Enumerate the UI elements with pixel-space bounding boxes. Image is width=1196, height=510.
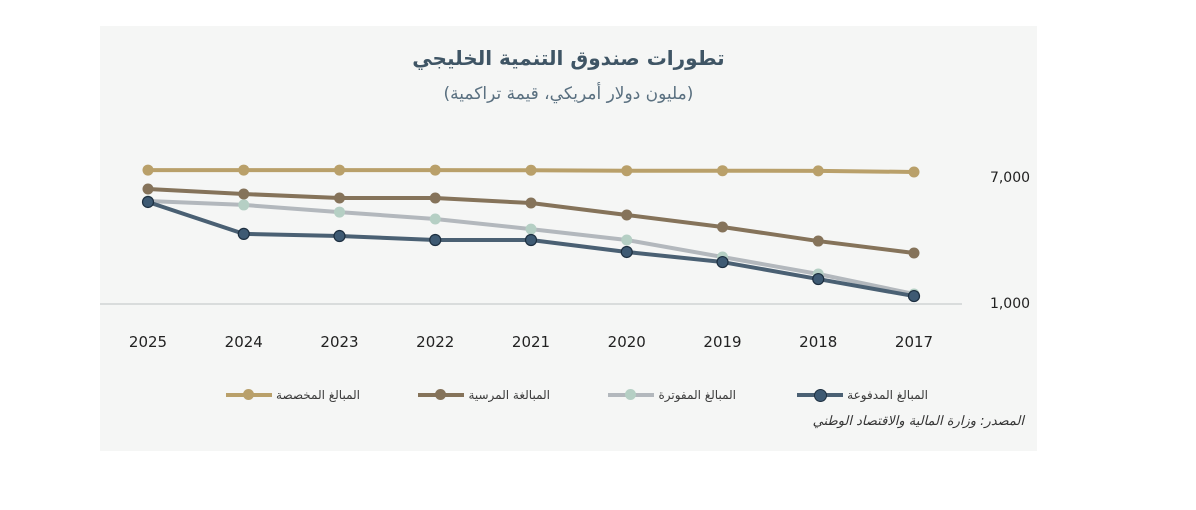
legend-label: المبالغة المرسية [468,388,550,402]
data-point [717,165,728,177]
data-point [525,197,537,209]
data-point [238,188,250,200]
data-point [333,229,346,243]
data-point [621,234,633,246]
data-point [429,192,441,204]
x-tick-label: 2020 [608,333,646,351]
series-line [147,198,915,296]
data-point [334,164,345,176]
data-point [142,183,154,195]
data-point [621,209,633,221]
data-point [716,255,729,269]
legend-label: المبالغ المفوترة [658,388,736,402]
data-point [237,227,250,241]
x-tick-label: 2025 [129,333,167,351]
chart-panel [100,26,1037,451]
y-tick-label: 7,000 [990,170,1030,186]
legend-item: المبالغ المخصصة [226,388,360,402]
data-point [429,233,442,247]
x-tick-label: 2024 [225,333,263,351]
legend-label: المبالغ المدفوعة [847,388,928,402]
chart-title: تطورات صندوق التنمية الخليجي [412,46,725,70]
data-point [812,165,824,177]
data-point [908,166,920,178]
chart-subtitle: (مليون دولار أمريكي، قيمة تراكمية) [443,84,694,104]
data-point [717,221,728,233]
data-point [525,223,537,235]
data-point [429,213,441,225]
x-tick-label: 2019 [703,333,741,351]
x-tick-label: 2023 [320,333,358,351]
y-tick-label: 1,000 [990,296,1030,312]
data-point [429,164,441,176]
data-point [238,199,250,211]
legend-item: المبالغ المدفوعة [797,388,928,402]
data-point [334,206,345,218]
data-point [812,235,824,247]
data-point [334,192,345,204]
data-point [142,164,154,176]
series-line [147,200,915,299]
x-tick-label: 2022 [416,333,454,351]
legend-item: المبالغ المفوترة [608,388,736,402]
source-note: المصدر: وزارة المالية والاقتصاد الوطني [812,414,1024,429]
x-tick-label: 2017 [895,333,933,351]
data-point [620,245,633,259]
data-point [238,164,250,176]
legend-item: المبالغة المرسية [418,388,550,402]
x-tick-label: 2021 [512,333,550,351]
legend-swatch [418,389,465,400]
legend-swatch [226,389,273,400]
data-point [525,164,537,176]
legend-swatch [608,389,655,400]
legend-swatch [797,389,844,402]
legend-label: المبالغ المخصصة [276,388,360,402]
data-point [141,195,155,209]
data-point [812,272,825,286]
data-point [908,247,920,259]
data-point [524,233,538,247]
data-point [907,289,921,303]
x-tick-label: 2018 [799,333,837,351]
data-point [621,165,633,177]
